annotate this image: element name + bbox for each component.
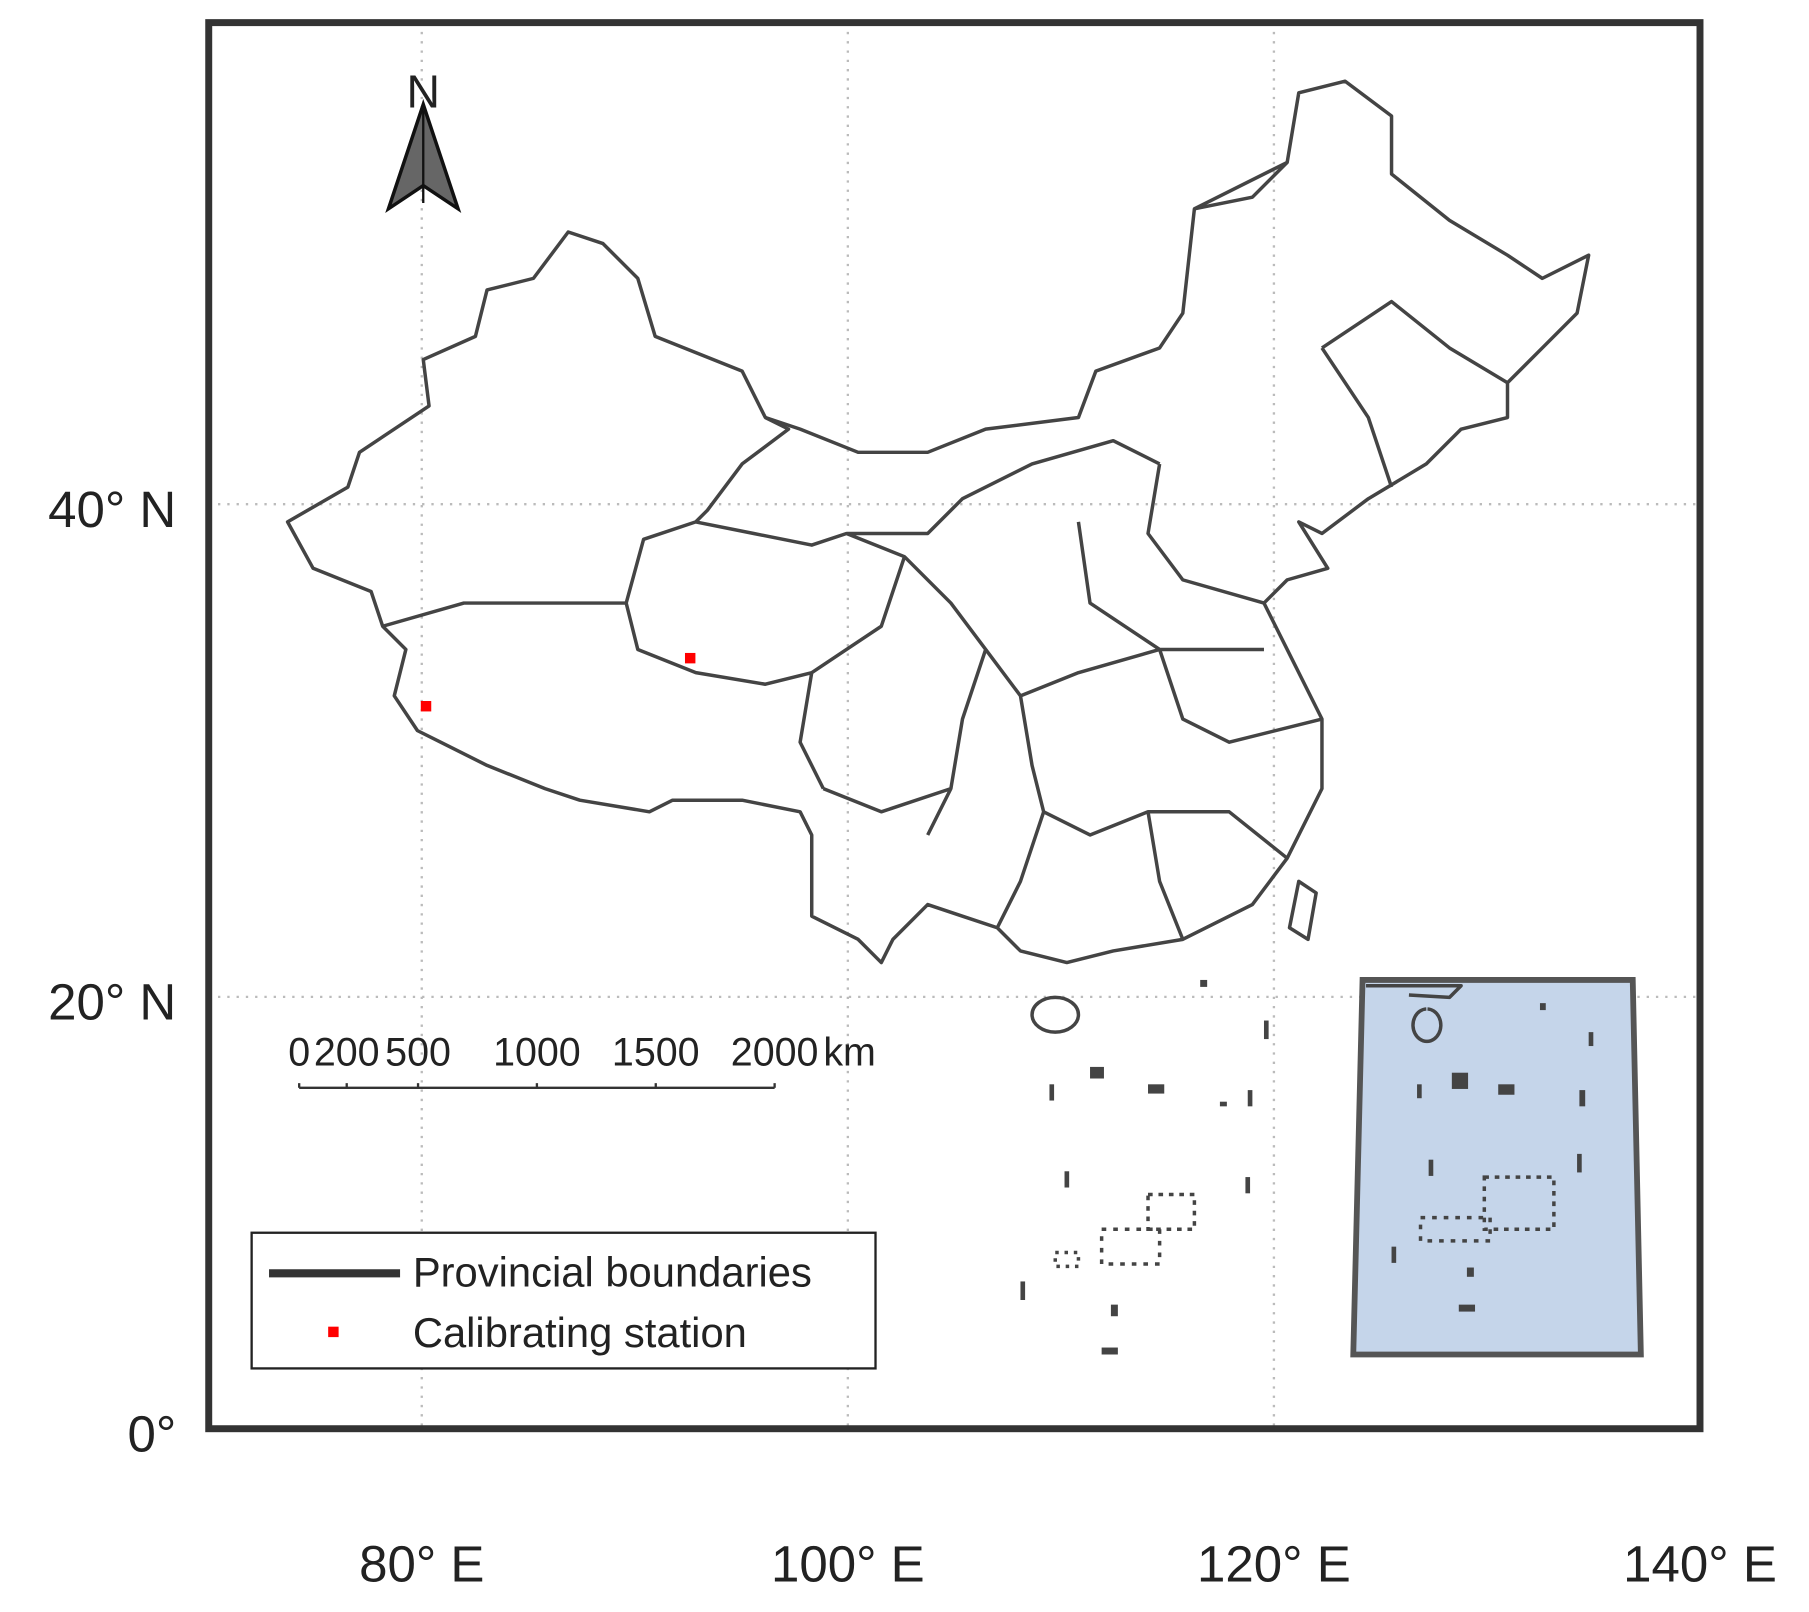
x-tick-label: 80° E [359, 1535, 484, 1592]
scale-label: 500 [385, 1031, 451, 1075]
map-frame [205, 19, 1704, 1433]
station [684, 652, 696, 664]
inset [1350, 977, 1644, 1358]
scale-label: 200 [314, 1031, 380, 1075]
hainan [1030, 995, 1081, 1034]
scale-unit: km [823, 1031, 876, 1075]
stations [420, 652, 696, 712]
taiwan [1287, 879, 1318, 942]
north-arrow: N [385, 65, 462, 214]
y-tick-label: 0° [127, 1405, 176, 1462]
legend: Provincial boundaries Calibrating statio… [250, 1231, 877, 1370]
province-boundary [382, 160, 1509, 941]
y-tick-label: 40° N [48, 481, 176, 538]
legend-box [250, 1231, 877, 1370]
islands [1020, 979, 1269, 1355]
inset-frame [1350, 977, 1644, 1358]
x-tick-label: 100° E [771, 1535, 925, 1592]
y-tick-label: 20° N [48, 974, 176, 1031]
scale-label: 2000 [731, 1031, 819, 1075]
legend-label: Provincial boundaries [413, 1249, 812, 1296]
boundaries [285, 79, 1591, 1355]
scale-label: 1500 [612, 1031, 700, 1075]
scale-label: 0 [288, 1031, 310, 1075]
legend-label: Calibrating station [413, 1309, 747, 1356]
legend-marker [328, 1326, 339, 1338]
scale-label: 1000 [493, 1031, 581, 1075]
station [420, 701, 432, 712]
x-tick-label: 120° E [1197, 1535, 1351, 1592]
country-outline [285, 79, 1591, 965]
north-label: N [407, 65, 440, 117]
inset-islands [1391, 1003, 1594, 1312]
scale-bar: 0 200 500 1000 1500 2000 km [288, 1031, 876, 1089]
inset-coast [1366, 984, 1463, 1044]
axes: 80° E 100° E 120° E 140° E 40° N 20° N 0° [48, 19, 1777, 1592]
x-tick-label: 140° E [1623, 1535, 1777, 1592]
